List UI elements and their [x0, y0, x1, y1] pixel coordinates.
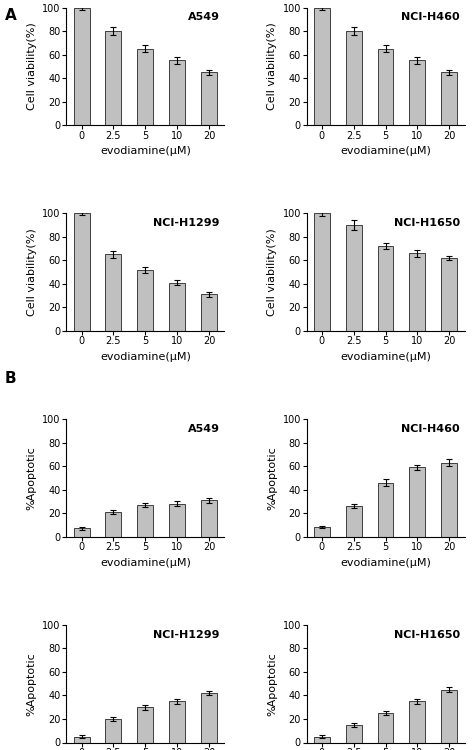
Bar: [346, 31, 362, 125]
Bar: [377, 482, 393, 537]
Bar: [73, 529, 90, 537]
X-axis label: evodiamine(μM): evodiamine(μM): [100, 558, 191, 568]
Y-axis label: Cell viability(%): Cell viability(%): [27, 228, 37, 316]
Bar: [137, 707, 154, 742]
X-axis label: evodiamine(μM): evodiamine(μM): [340, 558, 431, 568]
X-axis label: evodiamine(μM): evodiamine(μM): [100, 352, 191, 362]
Bar: [73, 213, 90, 331]
Bar: [201, 693, 217, 742]
Bar: [441, 72, 457, 125]
Text: NCI-H460: NCI-H460: [401, 12, 460, 22]
Bar: [346, 724, 362, 742]
Bar: [314, 213, 329, 331]
Text: A: A: [5, 8, 17, 22]
Y-axis label: %Apoptotic: %Apoptotic: [27, 652, 37, 716]
Bar: [73, 8, 90, 125]
X-axis label: evodiamine(μM): evodiamine(μM): [340, 146, 431, 156]
Text: NCI-H1299: NCI-H1299: [153, 218, 219, 228]
Bar: [346, 225, 362, 331]
X-axis label: evodiamine(μM): evodiamine(μM): [340, 352, 431, 362]
Bar: [346, 506, 362, 537]
Text: NCI-H1650: NCI-H1650: [393, 218, 460, 228]
Bar: [314, 8, 329, 125]
Bar: [314, 736, 329, 742]
Bar: [410, 61, 426, 125]
X-axis label: evodiamine(μM): evodiamine(μM): [100, 146, 191, 156]
Bar: [105, 254, 121, 331]
Text: NCI-H460: NCI-H460: [401, 424, 460, 433]
Bar: [201, 295, 217, 331]
Bar: [137, 49, 154, 125]
Bar: [441, 258, 457, 331]
Bar: [169, 283, 185, 331]
Bar: [410, 254, 426, 331]
Bar: [377, 49, 393, 125]
Bar: [105, 31, 121, 125]
Text: A549: A549: [188, 424, 219, 433]
Bar: [314, 527, 329, 537]
Y-axis label: Cell viability(%): Cell viability(%): [27, 22, 37, 110]
Bar: [201, 500, 217, 537]
Bar: [377, 246, 393, 331]
Y-axis label: %Apoptotic: %Apoptotic: [267, 446, 277, 510]
Bar: [169, 504, 185, 537]
Bar: [441, 689, 457, 742]
Bar: [441, 463, 457, 537]
Bar: [137, 270, 154, 331]
Bar: [73, 736, 90, 742]
Bar: [201, 72, 217, 125]
Text: A549: A549: [188, 12, 219, 22]
Bar: [410, 701, 426, 742]
Text: NCI-H1650: NCI-H1650: [393, 629, 460, 640]
Bar: [105, 719, 121, 742]
Y-axis label: %Apoptotic: %Apoptotic: [267, 652, 277, 716]
Text: B: B: [5, 371, 17, 386]
Y-axis label: Cell viability(%): Cell viability(%): [267, 22, 277, 110]
Text: NCI-H1299: NCI-H1299: [153, 629, 219, 640]
Y-axis label: Cell viability(%): Cell viability(%): [267, 228, 277, 316]
Bar: [105, 512, 121, 537]
Y-axis label: %Apoptotic: %Apoptotic: [27, 446, 37, 510]
Bar: [377, 713, 393, 742]
Bar: [169, 61, 185, 125]
Bar: [410, 467, 426, 537]
Bar: [137, 505, 154, 537]
Bar: [169, 701, 185, 742]
